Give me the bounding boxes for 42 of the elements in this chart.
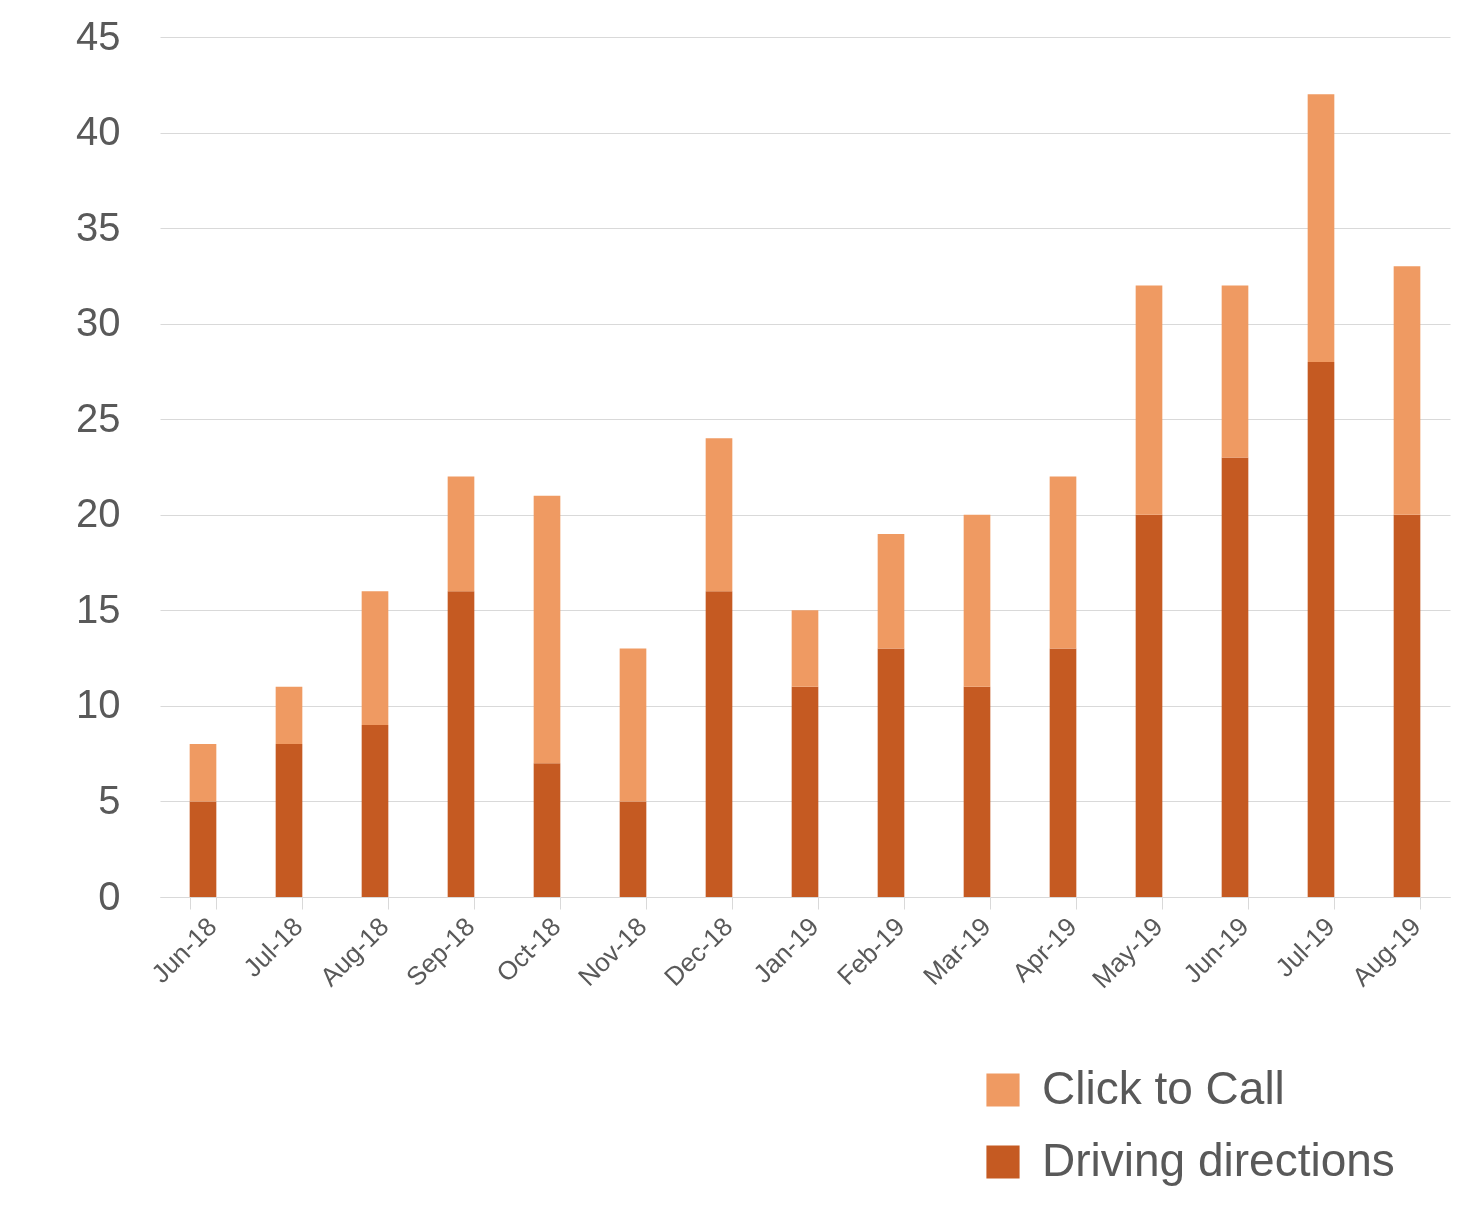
bar bbox=[705, 438, 733, 592]
bar bbox=[361, 725, 389, 897]
bar bbox=[533, 763, 561, 897]
y-tick-label: 0 bbox=[98, 873, 121, 918]
y-tick-label: 40 bbox=[76, 109, 121, 154]
bar bbox=[963, 686, 991, 897]
bar bbox=[447, 591, 475, 897]
bar bbox=[1393, 514, 1421, 897]
y-tick-label: 30 bbox=[76, 300, 121, 345]
bar bbox=[619, 648, 647, 802]
legend-label: Click to Call bbox=[1042, 1062, 1285, 1114]
bar bbox=[189, 801, 217, 897]
bar bbox=[447, 476, 475, 592]
bar bbox=[963, 514, 991, 687]
bar bbox=[533, 495, 561, 764]
legend-label: Driving directions bbox=[1042, 1134, 1395, 1186]
bar bbox=[1393, 266, 1421, 515]
bar bbox=[1221, 457, 1249, 897]
bar bbox=[361, 591, 389, 725]
y-tick-label: 10 bbox=[76, 682, 121, 727]
bar bbox=[1307, 361, 1335, 897]
bar bbox=[877, 648, 905, 897]
bar bbox=[189, 744, 217, 802]
y-tick-label: 5 bbox=[98, 777, 121, 822]
y-tick-label: 35 bbox=[76, 204, 121, 249]
y-tick-label: 25 bbox=[76, 395, 121, 440]
bar bbox=[1049, 476, 1077, 649]
bar bbox=[619, 801, 647, 897]
bar bbox=[791, 610, 819, 687]
bar bbox=[275, 744, 303, 897]
y-tick-label: 45 bbox=[76, 13, 121, 58]
y-tick-label: 15 bbox=[76, 586, 121, 631]
bar bbox=[877, 533, 905, 649]
bar bbox=[1307, 94, 1335, 362]
bar bbox=[1221, 285, 1249, 458]
bar bbox=[705, 591, 733, 897]
y-tick-label: 20 bbox=[76, 491, 121, 536]
bar bbox=[1135, 285, 1163, 515]
bar bbox=[791, 686, 819, 897]
bar bbox=[1135, 514, 1163, 897]
bar bbox=[275, 686, 303, 745]
bar bbox=[1049, 648, 1077, 897]
